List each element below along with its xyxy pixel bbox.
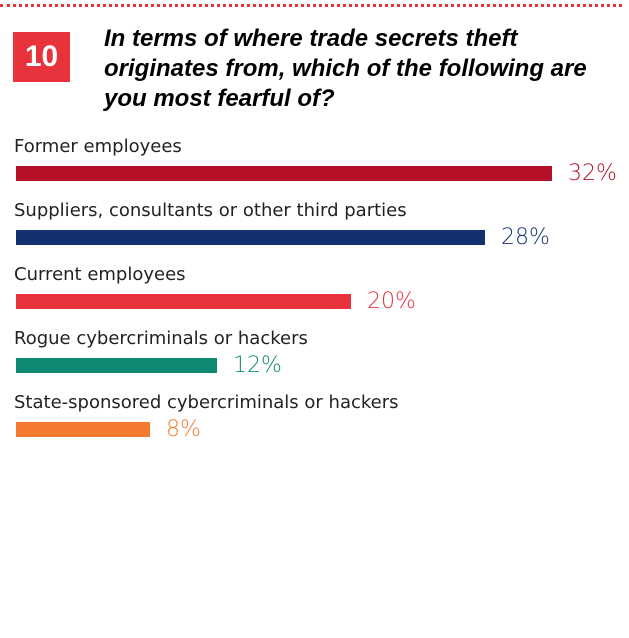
value-label: 8% [166, 417, 201, 442]
value-label: 12% [233, 353, 282, 378]
question-text: In terms of where trade secrets theft or… [104, 25, 587, 112]
bar-chart: Former employees 32% Suppliers, consultant… [0, 130, 629, 450]
category-label: Rogue cybercriminals or hackers [14, 328, 308, 349]
category-label: Former employees [14, 136, 182, 157]
category-label: Suppliers, consultants or other third pa… [14, 200, 407, 221]
value-label: 32% [568, 161, 617, 186]
value-label: 28% [501, 225, 550, 250]
bar [16, 422, 150, 437]
question-number-badge: 10 [13, 32, 70, 82]
bar [16, 294, 351, 309]
value-label: 20% [367, 289, 416, 314]
bar [16, 358, 217, 373]
category-label: State-sponsored cybercriminals or hacker… [14, 392, 399, 413]
bar [16, 230, 485, 245]
dotted-divider [0, 4, 622, 7]
bar [16, 166, 552, 181]
category-label: Current employees [14, 264, 186, 285]
